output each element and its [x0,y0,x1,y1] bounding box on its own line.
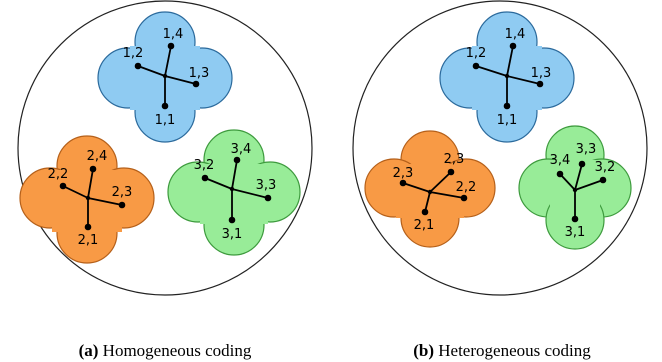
node-label-3-4: 3,4 [231,142,252,157]
node-label-1-1: 1,1 [155,113,176,128]
caption-b-tag: (b) [413,341,434,360]
node-label-3-1: 3,1 [222,227,243,242]
node-label-1-2: 1,2 [123,46,144,61]
node-label-3-2: 3,2 [595,160,616,175]
node-label-3-4: 3,4 [550,153,571,168]
node-label-1-2: 1,2 [466,46,487,61]
node-label-1-4: 1,4 [505,27,526,42]
node-label-2-3: 2,3 [112,185,133,200]
node-label-1-4: 1,4 [163,27,184,42]
node-label-2-1: 2,1 [414,218,435,233]
node-label-2-4: 2,4 [87,149,108,164]
cluster-orange-a: 2,1 2,2 2,3 2,4 [19,135,155,264]
node-label-3-3: 3,3 [576,142,597,157]
cluster-blue-a: 1,1 1,2 1,3 1,4 [97,11,233,143]
panel-b: 1,1 1,2 1,3 1,4 [352,0,648,360]
caption-b: (b) Heterogeneous coding [413,341,591,360]
outer-circle-b [352,0,648,296]
caption-b-text: Heterogeneous coding [438,341,591,360]
cluster-green-a: 3,1 3,2 3,3 3,4 [167,129,301,256]
node-label-1-1: 1,1 [497,113,518,128]
node-label-1-3: 1,3 [531,66,552,81]
outer-circle-a [17,0,313,296]
node-label-1-3: 1,3 [189,66,210,81]
node-label-2-1: 2,1 [78,233,99,248]
cluster-blue-b: 1,1 1,2 1,3 1,4 [439,11,575,143]
caption-a-tag: (a) [79,341,99,360]
cluster-orange-b: 2,1 2,3 2,2 2,3 [364,130,496,248]
node-label-3-3: 3,3 [256,178,277,193]
panel-a: 1,1 1,2 1,3 1,4 [17,0,313,360]
caption-a: (a) Homogeneous coding [79,341,252,360]
caption-a-text: Homogeneous coding [103,341,252,360]
cluster-green-b: 3,1 3,4 3,3 3,2 [518,125,632,250]
node-label-2-2: 2,2 [48,167,69,182]
node-label-2-3: 2,3 [393,166,414,181]
node-label-2-3-top: 2,3 [444,152,465,167]
node-label-3-2: 3,2 [194,158,215,173]
node-label-2-2: 2,2 [456,180,477,195]
node-label-3-1: 3,1 [565,225,586,240]
